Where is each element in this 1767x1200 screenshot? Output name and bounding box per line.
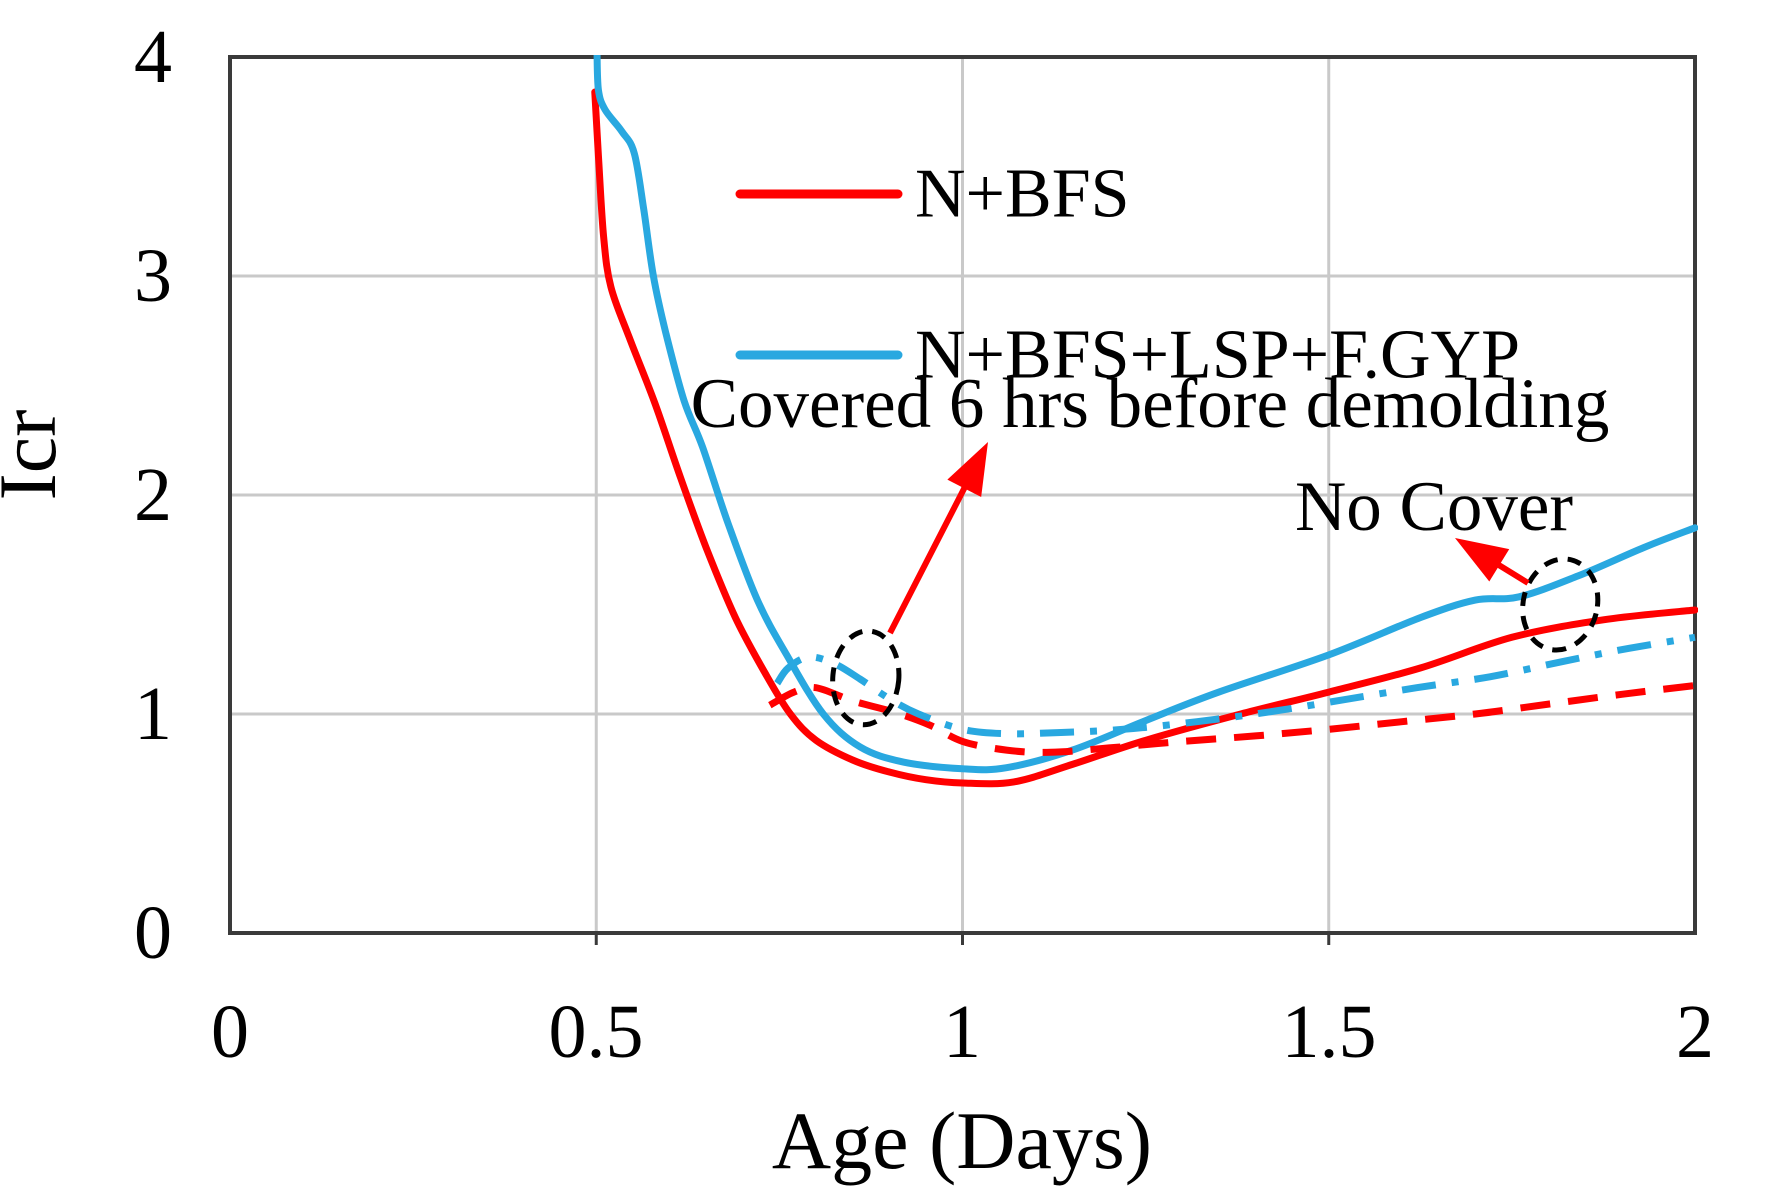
annotation-arrowhead-no_cover [1455, 538, 1510, 582]
legend-label-n-bfs: N+BFS [915, 156, 1130, 233]
y-tick-label-4: 4 [134, 15, 172, 99]
annotation-covered-text: Covered 6 hrs before demolding [691, 365, 1610, 443]
series-curve-3 [774, 633, 1696, 738]
annotation-arrow-shaft-covered [887, 477, 972, 635]
legend-label-n-bfs-lsp-fgyp: N+BFS+LSP+F.GYP [915, 317, 1520, 394]
x-axis-title: Age (Days) [772, 1095, 1152, 1186]
y-tick-label-3: 3 [134, 234, 172, 318]
y-tick-label-0: 0 [134, 891, 172, 975]
y-tick-label-2: 2 [134, 453, 172, 537]
x-tick-label-0: 0 [211, 990, 249, 1074]
legend-line-samples [735, 189, 903, 360]
series-curve-0 [591, 88, 1698, 788]
x-tick-label-2: 2 [1676, 990, 1714, 1074]
x-tick-label-1: 1 [943, 990, 981, 1074]
annotation-ellipse-covered [830, 628, 902, 728]
annotation-arrowhead-covered [947, 442, 988, 497]
annotation-shapes [830, 442, 1601, 728]
annotation-ellipse-no_cover [1520, 556, 1601, 653]
series-curve-1 [593, 55, 1698, 774]
annotation-no-cover-text: No Cover [1295, 468, 1573, 546]
plot-frame [228, 55, 1697, 945]
y-axis-title: Icr [0, 409, 73, 500]
x-tick-label-0p5: 0.5 [549, 990, 644, 1074]
y-tick-label-1: 1 [134, 672, 172, 756]
series-curve-2 [768, 682, 1696, 756]
curve-series [591, 55, 1698, 788]
x-tick-label-1p5: 1.5 [1282, 990, 1377, 1074]
